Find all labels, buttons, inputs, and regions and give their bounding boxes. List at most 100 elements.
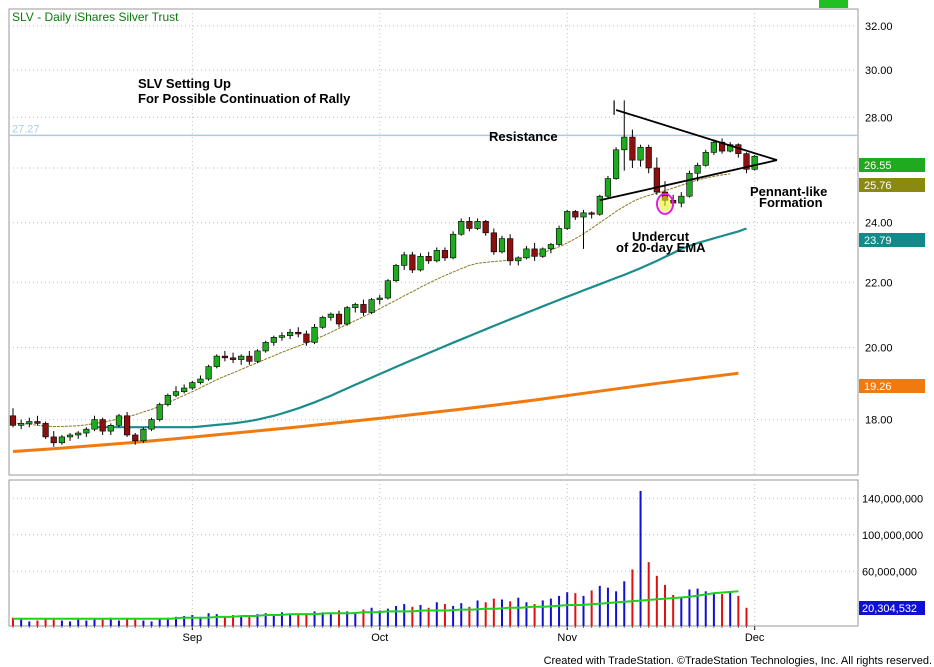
candle-body bbox=[612, 149, 620, 179]
candle-body bbox=[702, 152, 709, 166]
candle-body bbox=[572, 211, 579, 218]
candle-body bbox=[115, 415, 123, 426]
volume-bar bbox=[680, 596, 683, 626]
volume-bar bbox=[688, 589, 691, 626]
volume-bar bbox=[574, 593, 577, 626]
candle-body bbox=[58, 436, 65, 444]
undercut-circle bbox=[656, 192, 674, 215]
volume-bar bbox=[509, 601, 512, 626]
volume-bar bbox=[346, 611, 349, 626]
candle-body bbox=[466, 221, 473, 229]
volume-bar bbox=[729, 592, 732, 626]
volume-bar bbox=[158, 618, 161, 626]
candle-body bbox=[221, 355, 229, 359]
annotation-undercut: Undercut bbox=[632, 229, 690, 244]
volume-bar bbox=[395, 605, 398, 626]
volume-bar bbox=[721, 594, 724, 626]
volume-bar bbox=[484, 602, 487, 626]
chart-title: SLV - Daily iShares Silver Trust bbox=[12, 10, 179, 24]
svg-text:19.26: 19.26 bbox=[864, 381, 892, 393]
candle-body bbox=[262, 342, 269, 352]
pennant-lower-line bbox=[599, 159, 778, 202]
candle-body bbox=[124, 415, 131, 436]
candle-body bbox=[384, 280, 392, 299]
pennant-upper-line bbox=[615, 109, 778, 161]
volume-bar bbox=[712, 593, 715, 626]
x-tick-label: Oct bbox=[371, 632, 388, 644]
volume-bar bbox=[305, 613, 308, 626]
volume-tick-label: 100,000,000 bbox=[862, 530, 923, 542]
candle-body bbox=[352, 304, 359, 308]
grid-layer bbox=[9, 9, 858, 626]
volume-bar bbox=[52, 619, 55, 626]
candle-body bbox=[197, 378, 204, 383]
candle-body bbox=[83, 428, 90, 434]
svg-text:25.76: 25.76 bbox=[864, 180, 892, 192]
candle-body bbox=[376, 297, 383, 300]
candle-body bbox=[246, 355, 253, 362]
volume-bar bbox=[468, 606, 471, 626]
volume-bar bbox=[370, 607, 373, 626]
candle-body bbox=[270, 337, 277, 343]
candle-body bbox=[164, 395, 171, 405]
candle-body bbox=[9, 415, 17, 426]
candle-body bbox=[311, 326, 318, 343]
candle-body bbox=[107, 425, 114, 432]
volume-bar bbox=[427, 607, 430, 626]
candle-body bbox=[392, 265, 400, 282]
ma200-line bbox=[12, 371, 739, 453]
volume-bar bbox=[696, 588, 699, 626]
candle-body bbox=[42, 423, 49, 438]
volume-bar bbox=[639, 490, 642, 626]
candle-body bbox=[482, 221, 489, 234]
candle-body bbox=[588, 212, 595, 215]
volume-tick-label: 60,000,000 bbox=[862, 566, 917, 578]
candle-body bbox=[604, 178, 612, 197]
price-badge-ema20: 25.76 bbox=[859, 178, 925, 192]
candle-body bbox=[449, 233, 457, 259]
candle-body bbox=[433, 250, 440, 262]
candle-body bbox=[539, 248, 546, 257]
volume-bar bbox=[452, 605, 455, 626]
volume-bar bbox=[403, 604, 406, 626]
candle-body bbox=[547, 244, 554, 250]
candle-body bbox=[75, 432, 82, 436]
annotation-setting-up: SLV Setting Up bbox=[138, 76, 231, 91]
candle-body bbox=[580, 212, 587, 218]
volume-panel-frame bbox=[8, 479, 859, 627]
volume-bar bbox=[362, 609, 365, 626]
candle-body bbox=[507, 238, 514, 262]
candle-body bbox=[523, 248, 530, 259]
candle-body bbox=[441, 250, 449, 259]
volume-bar bbox=[623, 581, 626, 626]
volume-bar bbox=[533, 604, 536, 626]
annotation-pennant: Pennant-like bbox=[750, 184, 827, 199]
candle-body bbox=[295, 331, 302, 335]
volume-bar bbox=[737, 595, 740, 626]
candle-body bbox=[743, 153, 750, 170]
volume-bar bbox=[606, 587, 609, 626]
volume-bar bbox=[175, 616, 177, 626]
x-tick-label: Sep bbox=[183, 632, 203, 644]
candle-body bbox=[99, 419, 106, 432]
candle-body bbox=[34, 421, 41, 424]
svg-text:23.79: 23.79 bbox=[864, 235, 892, 247]
price-panel-frame bbox=[8, 8, 859, 476]
candle-body bbox=[238, 355, 245, 360]
candle-body bbox=[710, 141, 717, 153]
price-tick-label: 20.00 bbox=[865, 343, 893, 355]
volume-bar bbox=[256, 614, 259, 626]
volume-bar bbox=[655, 575, 658, 626]
volume-bar bbox=[77, 619, 80, 626]
candle-body bbox=[564, 211, 571, 229]
volume-bar bbox=[69, 621, 72, 626]
volume-bar bbox=[590, 590, 593, 626]
volume-bar bbox=[28, 621, 31, 626]
volume-bar bbox=[93, 618, 96, 626]
volume-bar bbox=[411, 606, 414, 626]
candle-body bbox=[417, 256, 424, 271]
volume-bar bbox=[329, 614, 332, 626]
candle-body bbox=[498, 238, 506, 253]
svg-text:26.55: 26.55 bbox=[864, 160, 892, 172]
